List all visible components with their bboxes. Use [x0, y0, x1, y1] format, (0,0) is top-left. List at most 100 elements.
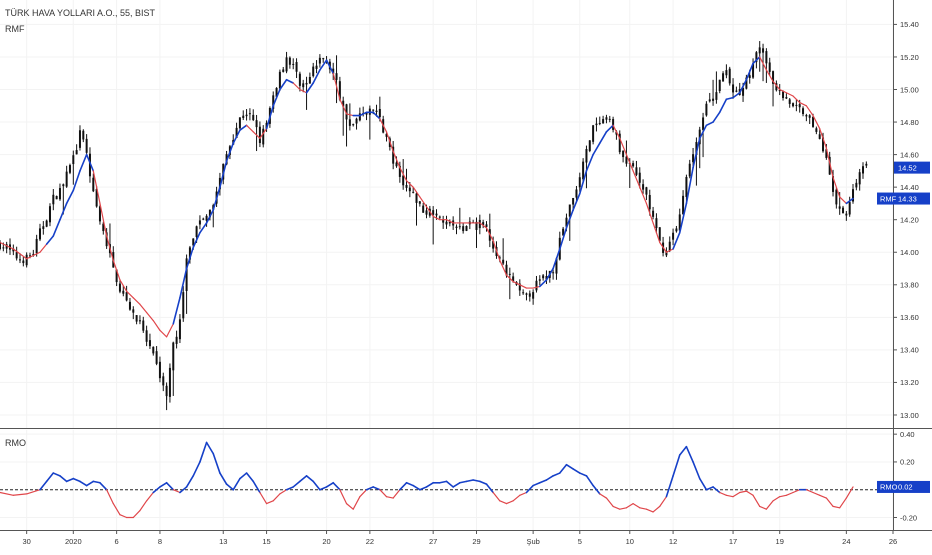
candle-body: [32, 253, 35, 256]
rmf-segment: [665, 248, 674, 253]
candle-body: [398, 165, 401, 177]
candle-body: [765, 51, 768, 64]
candle-body: [825, 149, 828, 158]
candle-body: [408, 187, 411, 192]
y-tick-label: 13.00: [900, 411, 919, 420]
candle-body: [642, 184, 645, 190]
candle-body: [182, 292, 185, 319]
rmo-segment: [532, 481, 541, 487]
candle-body: [5, 244, 8, 249]
candle-body: [18, 259, 21, 261]
rmf-segment: [805, 105, 814, 117]
candle-body: [455, 226, 458, 228]
candle-body: [582, 161, 585, 180]
rmf-segment: [432, 215, 441, 221]
rmo-segment: [292, 480, 301, 488]
rmo-segment: [219, 472, 228, 485]
y-tick-label: 0.40: [900, 430, 915, 439]
rmo-segment: [825, 497, 834, 507]
candle-body: [625, 156, 628, 164]
candle-body: [568, 204, 571, 217]
candle-body: [12, 248, 15, 252]
rmf-segment: [625, 154, 634, 172]
candle-body: [852, 189, 855, 202]
candle-body: [712, 98, 715, 101]
rmf-segment: [558, 227, 568, 250]
candle-body: [505, 264, 508, 276]
rmo-segment: [692, 461, 701, 480]
candle-body: [202, 218, 205, 220]
rmo-segment: [632, 503, 641, 509]
rmf-segment: [232, 129, 241, 145]
rmo-segment: [112, 503, 121, 516]
rmo-segment: [39, 480, 48, 491]
rmo-segment: [599, 493, 608, 499]
x-tick-label: Şub: [526, 537, 539, 546]
candle-body: [508, 273, 511, 275]
candle-body: [272, 95, 275, 109]
y-tick-label: 14.80: [900, 118, 919, 127]
candle-body: [242, 115, 245, 118]
rmo-segment: [492, 491, 501, 502]
candle-body: [22, 260, 25, 264]
rmf-segment: [752, 56, 761, 65]
candle-body: [855, 182, 858, 188]
rmf-segment: [245, 124, 254, 133]
rmf-segment: [399, 167, 408, 182]
candle-body: [58, 188, 61, 200]
candle-body: [185, 258, 188, 291]
rmf-segment: [839, 196, 847, 205]
candle-body: [858, 172, 861, 185]
rmf-segment: [692, 137, 701, 169]
rmo-segment: [578, 472, 588, 477]
candle-body: [442, 219, 445, 223]
candle-body: [848, 202, 851, 215]
candle-body: [38, 228, 41, 240]
candle-body: [435, 213, 438, 216]
candle-body: [535, 280, 538, 291]
rmf-segment: [698, 124, 708, 140]
candle-body: [805, 115, 808, 117]
candle-body: [65, 171, 68, 187]
candle-body: [102, 223, 105, 232]
rmf-segment: [612, 124, 621, 139]
rmo-segment: [132, 509, 141, 519]
rmo-segment: [225, 483, 235, 491]
candle-body: [798, 104, 801, 108]
candle-body: [385, 133, 388, 137]
candle-body: [792, 103, 795, 107]
candle-body: [198, 220, 201, 225]
candle-body: [705, 103, 708, 116]
candle-body: [675, 228, 678, 232]
rmf-segment: [578, 170, 588, 195]
rmf-segment: [785, 92, 794, 97]
rmf-segment: [112, 259, 121, 281]
candle-body: [758, 47, 761, 54]
rmf-segment: [106, 235, 114, 261]
candle-body: [132, 309, 135, 313]
candle-body: [95, 189, 98, 207]
rmo-segment: [819, 494, 827, 499]
candle-body: [278, 71, 281, 89]
candle-body: [605, 117, 608, 120]
candle-body: [372, 109, 375, 111]
rmf-segment: [759, 56, 767, 71]
candle-body: [252, 114, 255, 120]
x-tick-label: 17: [729, 537, 737, 546]
candle-body: [462, 226, 465, 232]
candle-body: [545, 276, 548, 280]
rmf-value-tag: [877, 192, 930, 205]
candle-body: [62, 184, 65, 187]
rmf-segment: [239, 124, 248, 131]
rmo-segment: [232, 477, 241, 491]
candle-body: [478, 220, 481, 229]
x-tick-label: 26: [889, 537, 897, 546]
rmo-segment: [672, 454, 681, 477]
rmo-segment: [592, 484, 601, 495]
candle-body: [755, 52, 758, 63]
rmf-segment: [12, 248, 28, 260]
candle-body: [248, 113, 251, 115]
candle-body: [438, 216, 441, 218]
